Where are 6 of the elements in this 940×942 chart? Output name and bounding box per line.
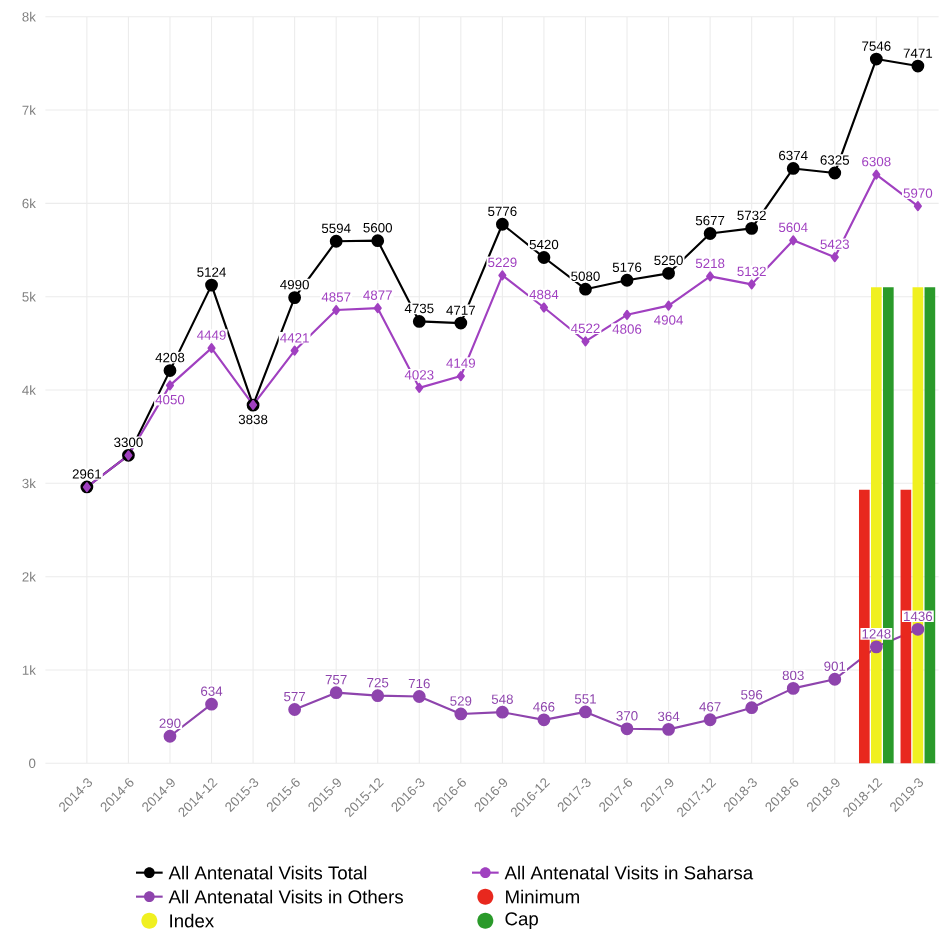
legend-label: All Antenatal Visits in Saharsa bbox=[504, 865, 754, 880]
legend-label: Index bbox=[170, 913, 214, 928]
legend-label: All Antenatal Visits Total bbox=[168, 865, 367, 880]
legend-label: Cap bbox=[505, 912, 538, 930]
legend-label: All Antenatal Visits in Others bbox=[168, 889, 403, 904]
legend-label: Minimum bbox=[506, 889, 579, 904]
